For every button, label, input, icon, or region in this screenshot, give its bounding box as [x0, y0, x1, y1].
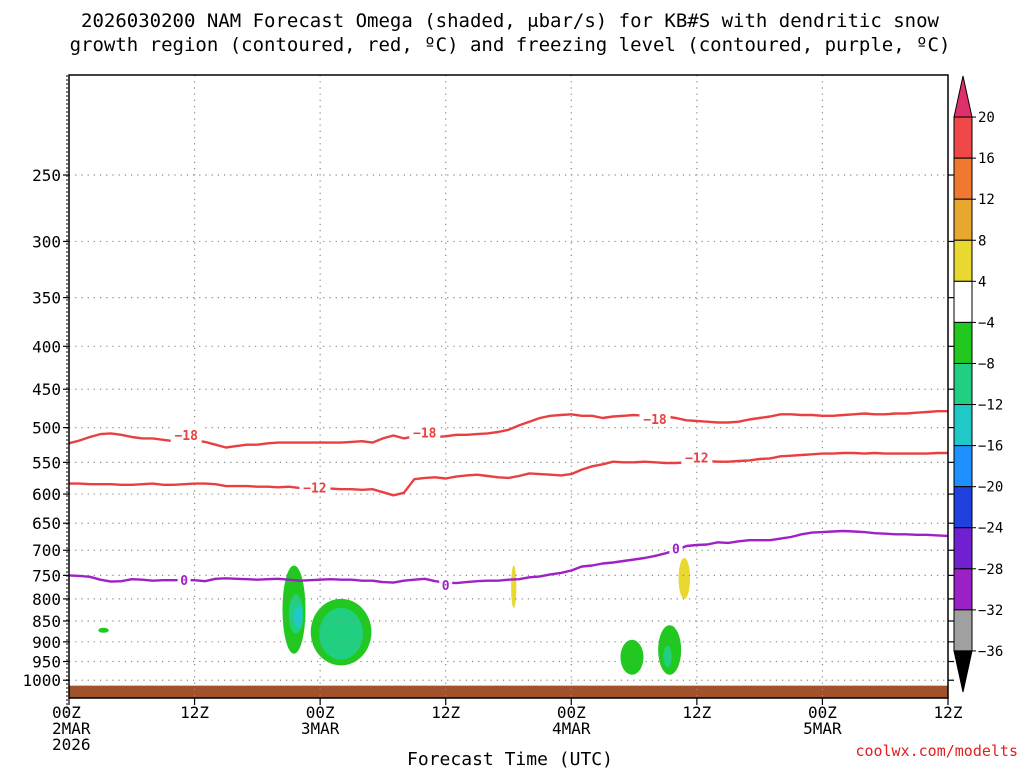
colorbar-bin-5: [953, 280, 973, 323]
contour-label-bg-0-1: [409, 424, 441, 441]
colorbar-tick-label-0: 20: [978, 110, 995, 126]
colorbar-bin-2: [953, 157, 973, 200]
colorbar-bin-14: [953, 650, 973, 693]
omega-blob-4: [319, 607, 364, 660]
omega-blob-7: [620, 639, 644, 675]
y-tick-label-550: 550: [32, 453, 61, 472]
y-tick-label-700: 700: [32, 541, 61, 560]
y-tick-label-400: 400: [32, 337, 61, 356]
colorbar: 20 16 12 8 4 −4 −8 −12 −16 −20 −24 −28 −32 −36: [953, 75, 1003, 693]
x-tick-label-60-0: 12Z: [682, 703, 711, 722]
colorbar-tick-label-3: 8: [978, 233, 986, 249]
omega-blob-9: [663, 645, 672, 668]
y-tick-label-450: 450: [32, 380, 61, 399]
contour-label-2-1: 0: [442, 579, 450, 594]
contour-label-bg-1-0: [299, 479, 331, 496]
chart-title-line-2: growth region (contoured, red, ºC) and f…: [70, 34, 951, 56]
ground-band: [69, 685, 948, 698]
contour-line-0: [68, 410, 948, 449]
colorbar-bin-7: [953, 362, 973, 406]
omega-blob-10: [678, 557, 691, 599]
y-tick-label-650: 650: [32, 514, 61, 533]
colorbar-bin-6: [953, 321, 973, 364]
contour-label-bg-0-2: [639, 410, 671, 427]
plot-frame: [68, 74, 949, 699]
y-tick-label-800: 800: [32, 590, 61, 609]
y-tick-label-950: 950: [32, 653, 61, 672]
contour-line-2: [68, 529, 949, 585]
colorbar-bin-1: [953, 116, 973, 159]
colorbar-bin-0: [953, 75, 973, 118]
colorbar-tick-label-11: −28: [978, 562, 1003, 578]
contour-label-0-0: −18: [174, 429, 198, 444]
colorbar-tick-label-13: −36: [978, 644, 1003, 660]
omega-blob-5: [293, 605, 303, 628]
y-tick-label-500: 500: [32, 419, 61, 438]
x-tick-label-24-1: 3MAR: [301, 719, 340, 738]
x-tick-label-24-0: 00Z: [306, 703, 335, 722]
contour-label-1-1: −12: [685, 452, 708, 467]
colorbar-tick-label-10: −24: [978, 521, 1003, 537]
omega-blob-0: [98, 627, 109, 633]
contour-line-1: [69, 451, 948, 497]
colorbar-tick-label-5: −4: [978, 315, 995, 331]
omega-blob-6: [511, 565, 517, 608]
x-tick-label-12-0: 12Z: [180, 703, 209, 722]
contour-label-bg-2-1: [439, 576, 453, 593]
x-tick-label-72-0: 00Z: [808, 703, 837, 722]
colorbar-bin-13: [953, 609, 973, 652]
y-tick-label-350: 350: [32, 289, 61, 308]
colorbar-bin-8: [953, 404, 973, 447]
x-tick-label-0-2: 2026: [52, 735, 91, 754]
contour-label-bg-0-0: [170, 426, 202, 443]
colorbar-bin-3: [953, 198, 973, 241]
colorbar-bin-12: [953, 568, 973, 611]
colorbar-tick-label-4: 4: [978, 274, 986, 290]
x-axis-label: Forecast Time (UTC): [407, 749, 613, 768]
x-tick-label-84-0: 12Z: [934, 703, 963, 722]
colorbar-tick-label-1: 16: [978, 151, 995, 167]
contour-label-0-2: −18: [643, 413, 667, 428]
contour-label-0-1: −18: [413, 427, 437, 442]
y-tick-label-300: 300: [32, 232, 61, 251]
colorbar-bin-11: [953, 527, 973, 570]
x-tick-label-72-1: 5MAR: [803, 719, 842, 738]
x-tick-label-0-0: 00Z: [52, 703, 81, 722]
colorbar-tick-label-8: −16: [978, 439, 1003, 455]
chart-title-line-1: 2026030200 NAM Forecast Omega (shaded, μ…: [81, 10, 939, 32]
colorbar-bin-4: [953, 239, 973, 282]
contour-label-1-0: −12: [303, 481, 326, 496]
x-tick-label-48-1: 4MAR: [552, 719, 591, 738]
y-tick-label-600: 600: [32, 485, 61, 504]
colorbar-tick-label-12: −32: [978, 603, 1003, 619]
y-tick-label-900: 900: [32, 633, 61, 652]
plot-area: −18 −18 −18 −12 −12 0 0 0 250 300 350 400 450 500 550 6…: [22, 74, 963, 754]
colorbar-bin-10: [953, 486, 973, 529]
contour-label-bg-1-1: [681, 449, 713, 466]
y-tick-label-850: 850: [32, 612, 61, 631]
colorbar-tick-label-2: 12: [978, 192, 995, 208]
y-tick-label-250: 250: [32, 166, 61, 185]
colorbar-bin-9: [953, 445, 973, 488]
colorbar-tick-label-7: −12: [978, 398, 1003, 414]
x-tick-label-0-1: 2MAR: [52, 719, 91, 738]
x-tick-label-36-0: 12Z: [431, 703, 460, 722]
colorbar-tick-label-9: −20: [978, 480, 1003, 496]
credit-text: coolwx.com/modelts: [855, 742, 1018, 760]
contour-label-2-0: 0: [180, 574, 188, 589]
contour-label-2-2: 0: [672, 543, 680, 558]
y-tick-label-1000: 1000: [22, 671, 61, 690]
y-tick-label-750: 750: [32, 566, 61, 585]
contour-label-bg-2-2: [669, 540, 683, 557]
colorbar-tick-label-6: −8: [978, 356, 995, 372]
x-tick-label-48-0: 00Z: [557, 703, 586, 722]
contour-label-bg-2-0: [177, 572, 191, 589]
